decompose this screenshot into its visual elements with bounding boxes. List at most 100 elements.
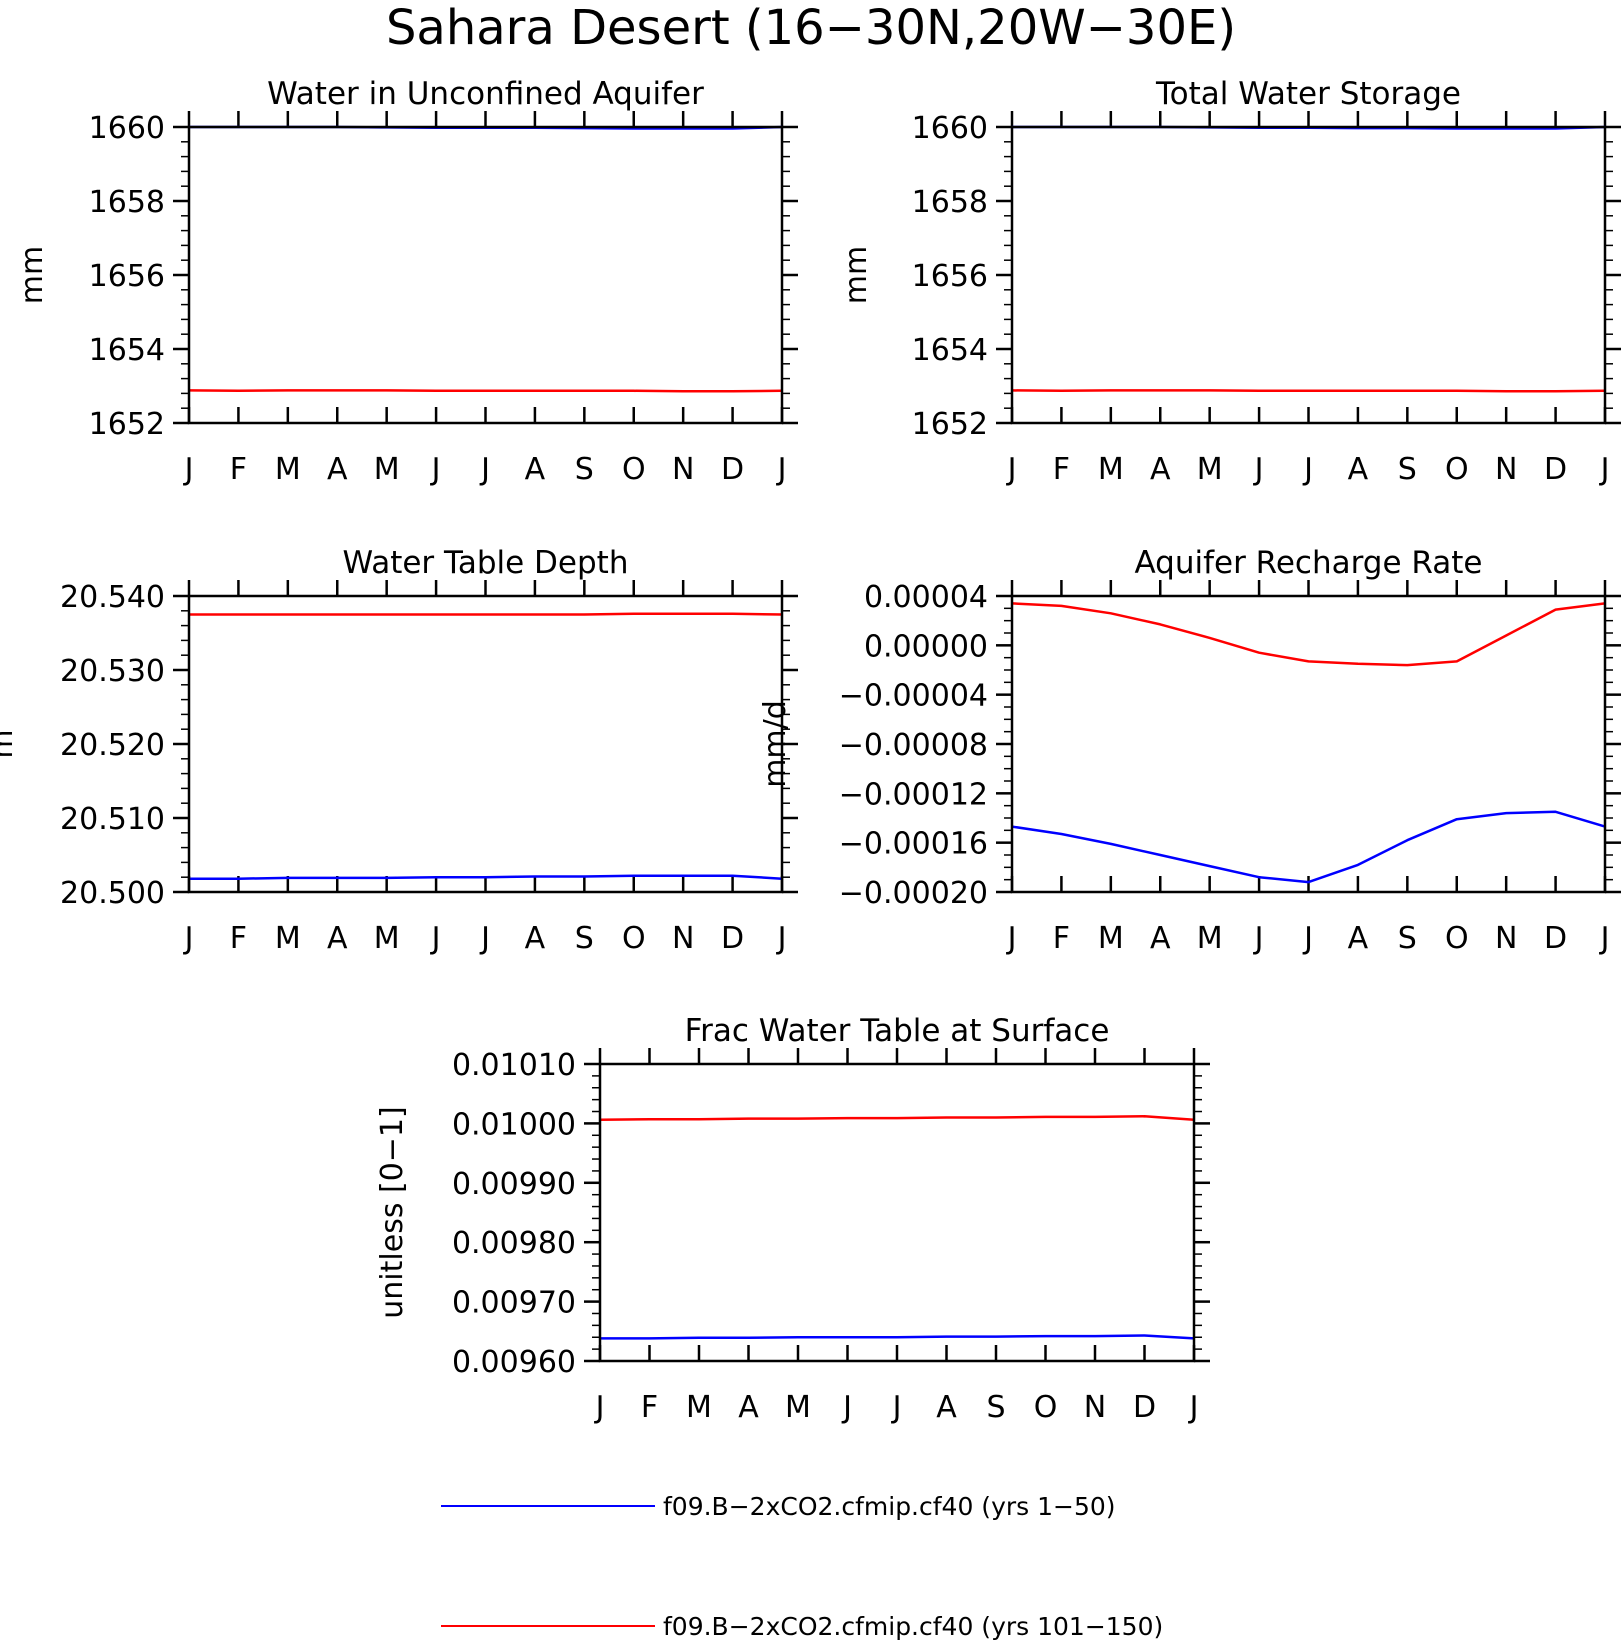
x-tick-label: A (936, 1390, 957, 1425)
x-tick-label: A (1348, 452, 1369, 487)
x-tick-label: J (1599, 452, 1610, 487)
panel-title: Total Water Storage (1155, 76, 1461, 112)
x-tick-label: M (275, 921, 301, 956)
x-tick-label: F (230, 921, 247, 956)
x-tick-label: J (479, 452, 490, 487)
y-tick-label: 1654 (912, 333, 988, 368)
figure-title: Sahara Desert (16−30N,20W−30E) (386, 0, 1236, 56)
x-tick-label: S (575, 921, 594, 956)
y-tick-label: −0.00004 (839, 679, 988, 714)
legend-label-series-1: f09.B−2xCO2.cfmip.cf40 (yrs 1−50) (663, 1492, 1116, 1521)
y-tick-label: 20.540 (60, 580, 165, 615)
panel-water-in-unconfined-aquifer: Water in Unconfined Aquifer mm 1652 1654 165… (15, 76, 798, 487)
panel-title: Aquifer Recharge Rate (1135, 545, 1483, 581)
y-tick-label: 1658 (912, 185, 988, 220)
x-tick-label: J (1302, 452, 1313, 487)
legend-item-series-1: f09.B−2xCO2.cfmip.cf40 (yrs 1−50) (441, 1492, 1116, 1521)
x-tick-label: A (327, 921, 348, 956)
y-tick-label: 0.00990 (452, 1167, 576, 1202)
plot-frame (187, 594, 784, 894)
y-tick-label: 0.01010 (452, 1048, 576, 1083)
x-tick-label: J (594, 1390, 605, 1425)
plot-frame (187, 125, 784, 425)
y-tick-label: 20.500 (60, 876, 165, 911)
x-tick-label: D (1544, 452, 1567, 487)
x-tick-label: D (721, 452, 744, 487)
x-tick-label: O (1034, 1390, 1058, 1425)
x-tick-label: A (1348, 921, 1369, 956)
series-line-2 (599, 1115, 1195, 1122)
x-tick-label: J (1302, 921, 1313, 956)
plot-frame (1010, 594, 1607, 894)
series-line-2 (1011, 389, 1606, 393)
panel-title: Water in Unconfined Aquifer (267, 76, 704, 112)
legend-label-series-2: f09.B−2xCO2.cfmip.cf40 (yrs 101−150) (663, 1612, 1163, 1641)
x-tick-label: F (230, 452, 247, 487)
y-tick-label: 1654 (89, 333, 165, 368)
y-tick-label: 0.00970 (452, 1286, 576, 1321)
x-tick-label: J (1006, 452, 1017, 487)
x-tick-label: M (1098, 452, 1124, 487)
x-tick-label: J (1253, 921, 1264, 956)
x-tick-label: A (525, 452, 546, 487)
panel-aquifer-recharge-rate: Aquifer Recharge Rate mm/d −0.00020 −0.0001… (758, 545, 1621, 956)
x-tick-label: M (374, 921, 400, 956)
series-line-1 (1011, 810, 1606, 884)
x-tick-label: J (1253, 452, 1264, 487)
y-tick-label: 20.530 (60, 654, 165, 689)
x-tick-label: N (672, 452, 694, 487)
panel-total-water-storage: Total Water Storage mm 1652 1654 1656 1658 166… (839, 76, 1621, 487)
x-tick-label: M (275, 452, 301, 487)
x-tick-label: J (1006, 921, 1017, 956)
x-tick-label: N (1084, 1390, 1106, 1425)
y-tick-label: 1652 (912, 407, 988, 442)
panel-water-table-depth: Water Table Depth m 20.500 20.510 20.520 20.5… (0, 545, 798, 956)
x-tick-label: J (891, 1390, 902, 1425)
plot-frame (598, 1062, 1196, 1363)
x-tick-label: N (672, 921, 694, 956)
legend-item-series-2: f09.B−2xCO2.cfmip.cf40 (yrs 101−150) (441, 1612, 1163, 1641)
x-tick-label: O (1445, 452, 1469, 487)
y-tick-label: 0.00000 (864, 629, 988, 664)
x-tick-label: F (1053, 921, 1070, 956)
y-tick-label: 1652 (89, 407, 165, 442)
y-axis-label: m (0, 729, 20, 758)
x-tick-label: N (1495, 452, 1517, 487)
y-axis-label: mm/d (758, 700, 793, 788)
x-tick-label: D (721, 921, 744, 956)
x-tick-label: J (430, 452, 441, 487)
x-tick-label: J (1188, 1390, 1199, 1425)
y-tick-label: 0.00980 (452, 1226, 576, 1261)
x-tick-label: S (1398, 452, 1417, 487)
plot-frame (1010, 125, 1607, 425)
series-line-2 (188, 389, 783, 393)
x-tick-label: M (785, 1390, 811, 1425)
series-line-1 (600, 1334, 1195, 1340)
x-tick-label: J (841, 1390, 852, 1425)
x-tick-label: M (374, 452, 400, 487)
x-tick-label: O (622, 921, 646, 956)
x-tick-label: S (575, 452, 594, 487)
x-tick-label: A (525, 921, 546, 956)
y-axis-label: mm (839, 246, 874, 304)
x-tick-label: D (1133, 1390, 1156, 1425)
y-tick-label: −0.00008 (839, 728, 988, 763)
y-tick-label: 20.510 (60, 802, 165, 837)
y-tick-label: 0.01000 (452, 1107, 576, 1142)
x-tick-label: J (479, 921, 490, 956)
y-tick-label: 0.00960 (452, 1345, 576, 1380)
y-axis-label: mm (15, 246, 50, 304)
series-line-1 (189, 874, 783, 880)
x-tick-label: A (1150, 921, 1171, 956)
x-tick-label: N (1495, 921, 1517, 956)
x-tick-label: J (776, 921, 787, 956)
x-tick-label: J (776, 452, 787, 487)
y-axis-label: unitless [0−1] (375, 1106, 410, 1318)
y-tick-label: −0.00012 (839, 777, 988, 812)
x-tick-label: M (1098, 921, 1124, 956)
x-tick-label: S (1398, 921, 1417, 956)
x-tick-label: J (183, 921, 194, 956)
x-tick-label: O (1445, 921, 1469, 956)
x-tick-label: A (1150, 452, 1171, 487)
